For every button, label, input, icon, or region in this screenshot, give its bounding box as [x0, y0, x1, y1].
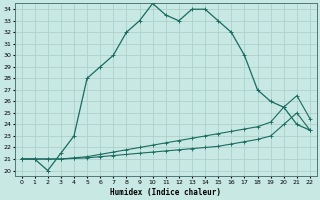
X-axis label: Humidex (Indice chaleur): Humidex (Indice chaleur) [110, 188, 221, 197]
